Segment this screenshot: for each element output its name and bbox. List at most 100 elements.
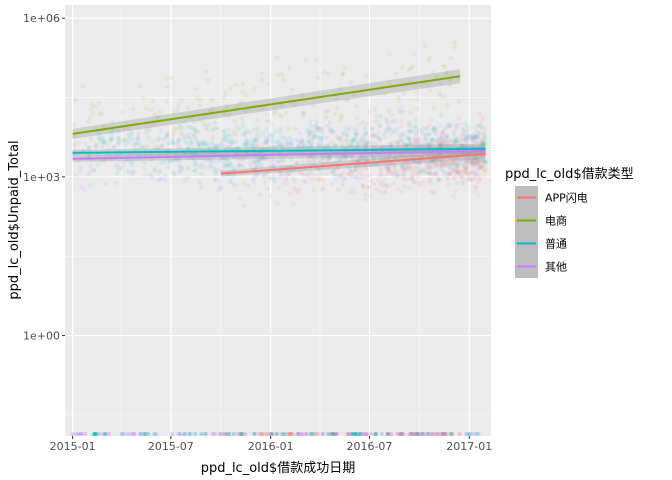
data-point [336, 136, 341, 142]
data-point [469, 167, 475, 173]
data-point [456, 168, 462, 174]
data-point [382, 144, 388, 149]
data-point [203, 432, 208, 436]
data-point [145, 143, 150, 149]
data-point [481, 168, 486, 174]
data-point [87, 163, 93, 168]
data-point [225, 139, 230, 145]
data-point [433, 165, 439, 170]
data-point [399, 153, 405, 159]
data-point [410, 153, 416, 158]
data-point [306, 129, 312, 135]
data-point [311, 432, 316, 436]
data-point [333, 432, 338, 436]
data-point [480, 157, 486, 162]
data-point [409, 432, 414, 436]
data-point [257, 192, 263, 198]
data-point [424, 141, 430, 147]
data-point [363, 166, 369, 171]
data-point [429, 141, 434, 146]
data-point [472, 140, 478, 145]
data-point [119, 432, 124, 436]
data-point [413, 163, 419, 169]
data-point [267, 164, 273, 170]
data-point [93, 144, 99, 149]
data-point [462, 169, 468, 175]
data-point [86, 147, 91, 153]
data-point [318, 126, 323, 131]
data-point [254, 117, 260, 123]
data-point [325, 159, 330, 165]
data-point [449, 166, 454, 172]
data-point [371, 156, 377, 162]
data-point [392, 163, 397, 168]
data-point [452, 166, 458, 171]
data-point [176, 142, 181, 148]
data-point [192, 133, 197, 138]
data-point [341, 175, 347, 181]
data-point [464, 133, 470, 139]
data-point [456, 140, 462, 145]
data-point [367, 153, 372, 159]
data-point [391, 155, 397, 160]
data-point [451, 167, 456, 172]
data-point [337, 118, 343, 124]
data-point [381, 132, 387, 137]
data-point [164, 76, 169, 81]
data-point [332, 160, 338, 165]
data-point [364, 432, 369, 436]
data-point [264, 186, 270, 191]
data-point [309, 154, 315, 159]
data-point [412, 166, 418, 171]
data-point [468, 170, 473, 176]
data-point [413, 142, 419, 147]
data-point [349, 186, 355, 192]
data-point [449, 164, 455, 170]
data-point [379, 166, 384, 172]
data-point [274, 432, 279, 436]
data-point [446, 164, 452, 169]
data-point [354, 115, 360, 121]
data-point [432, 158, 437, 163]
data-point [319, 171, 325, 176]
data-point [434, 126, 439, 132]
data-point [480, 165, 486, 171]
data-point [209, 146, 215, 152]
data-point [253, 164, 259, 169]
data-point [469, 155, 475, 160]
data-point [395, 94, 401, 100]
data-point [162, 159, 167, 165]
data-point [478, 154, 483, 160]
data-point [393, 118, 399, 124]
data-point [370, 153, 375, 159]
data-point [313, 127, 319, 133]
data-point [256, 128, 261, 133]
data-point [411, 153, 416, 158]
data-point [470, 134, 476, 139]
data-point [477, 171, 482, 177]
data-point [441, 432, 446, 436]
data-point [180, 126, 185, 131]
data-point [79, 432, 84, 436]
data-point [430, 171, 435, 177]
data-point [362, 154, 368, 160]
data-point [459, 143, 465, 148]
data-point [414, 117, 419, 122]
data-point [370, 127, 375, 132]
data-point [272, 145, 277, 150]
data-point [473, 155, 479, 161]
data-point [283, 144, 288, 149]
data-point [382, 162, 387, 168]
data-point [436, 142, 442, 148]
data-point [108, 137, 114, 142]
data-point [442, 162, 448, 167]
data-point [301, 113, 306, 118]
data-point [431, 143, 436, 149]
data-point [281, 77, 286, 83]
data-point [463, 165, 469, 170]
data-point [451, 176, 457, 181]
data-point [397, 144, 402, 149]
data-point [387, 162, 392, 168]
data-point [458, 121, 464, 127]
